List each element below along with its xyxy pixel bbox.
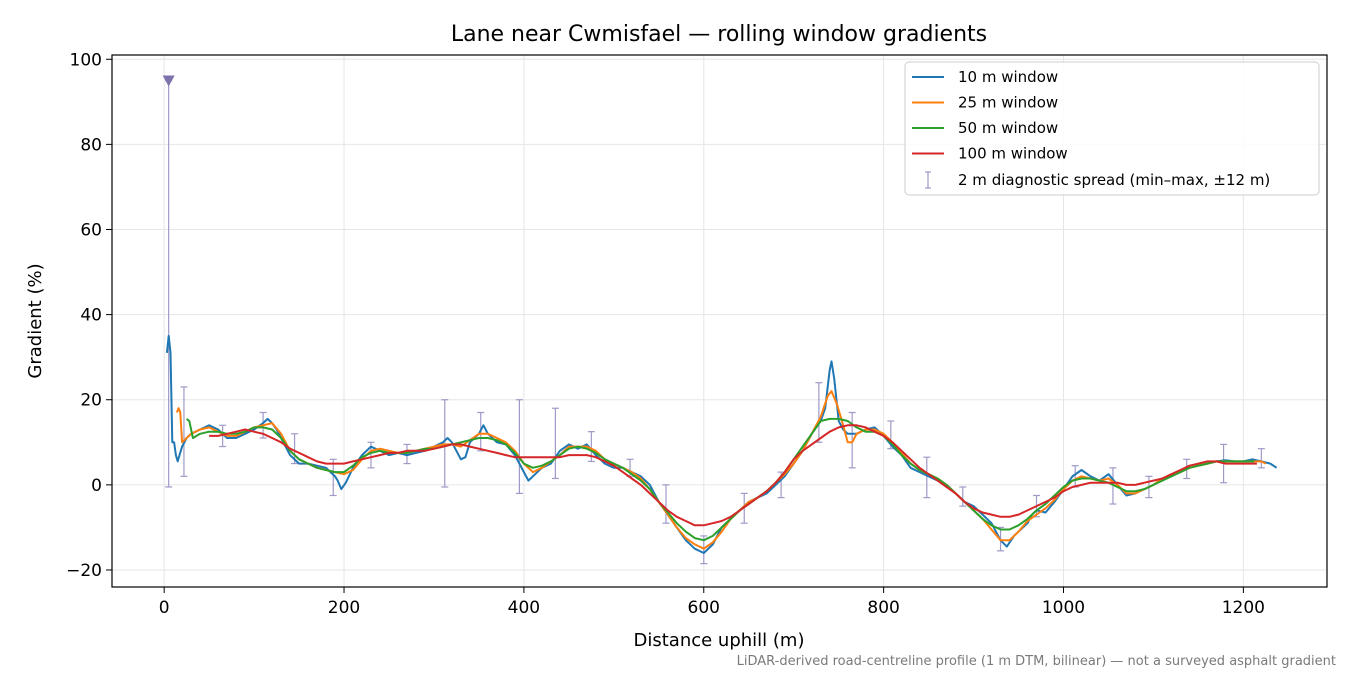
y-axis-label: Gradient (%) [25,263,46,378]
x-tick-label: 600 [688,598,720,618]
y-tick-label: 100 [70,50,102,70]
spread-errorbar [551,407,559,480]
spread-errorbar [1257,448,1265,469]
y-tick-label: 20 [80,391,102,411]
y-axis-ticks: −20 0 20 40 60 80 100 [66,50,112,581]
x-axis-ticks: 0 200 400 600 800 1000 1200 [159,587,1265,618]
chart-title: Lane near Cwmisfael — rolling window gra… [451,22,987,47]
y-tick-label: 40 [80,306,102,326]
spread-errorbar [329,458,337,497]
legend-label: 25 m window [958,94,1058,112]
series-line [185,417,1255,542]
spread-errorbar [959,486,967,507]
axes-frame [111,54,1328,588]
legend-label: 2 m diagnostic spread (min–max, ±12 m) [958,171,1270,189]
x-tick-label: 1000 [1042,598,1085,618]
plot-area [162,75,1278,565]
spread-errorbar [923,456,931,499]
x-tick-label: 1200 [1222,598,1265,618]
spread-errorbar [441,399,449,488]
spread-errorbar [403,443,411,465]
footnote: LiDAR-derived road-centreline profile (1… [737,654,1336,669]
x-tick-label: 400 [508,598,540,618]
x-tick-label: 200 [328,598,360,618]
y-tick-label: 0 [91,476,102,496]
spread-errorbar [848,411,856,469]
spread-errorbar [180,386,188,477]
x-tick-label: 800 [867,598,899,618]
y-tick-label: 80 [80,135,102,155]
spread-errorbar [515,399,523,494]
legend-label: 10 m window [958,68,1058,86]
x-axis-label: Distance uphill (m) [634,630,805,651]
spread-errorbar [815,382,823,443]
legend: 10 m window 25 m window 50 m window 100 m w… [904,61,1320,196]
spread-errorbar [662,484,670,524]
legend-label: 100 m window [958,145,1068,163]
grid-lines [112,55,1327,587]
legend-label: 50 m window [958,119,1058,137]
series-line [209,424,1257,527]
legend-box [904,61,1320,196]
spread-max-marker [162,75,175,87]
spread-errorbar [219,424,227,448]
x-tick-label: 0 [159,598,170,618]
y-tick-label: 60 [80,220,102,240]
y-tick-label: −20 [66,561,102,581]
